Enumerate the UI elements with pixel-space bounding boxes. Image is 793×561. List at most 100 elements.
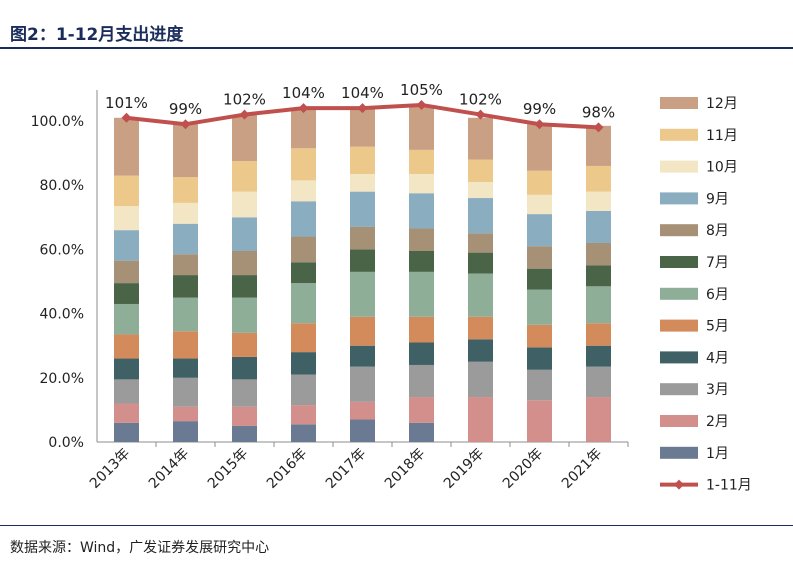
x-tick-label: 2014年 <box>146 446 192 492</box>
bar-segment-6m-4 <box>291 283 316 324</box>
bar-segment-12m-8 <box>527 124 552 171</box>
data-source: 数据来源：Wind，广发证券发展研究中心 <box>10 540 270 556</box>
bar-segment-11m-9 <box>586 165 611 192</box>
legend-line-marker <box>674 479 684 490</box>
line-data-label: 104% <box>282 84 325 102</box>
bar-segment-4m-7 <box>468 339 493 362</box>
bar-segment-2m-1 <box>114 403 139 423</box>
bar-segment-10m-2 <box>173 202 198 224</box>
bar-segment-2m-4 <box>291 405 316 425</box>
bar-segment-11m-5 <box>350 146 375 174</box>
bar-segment-5m-1 <box>114 334 139 359</box>
y-tick-label: 60.0% <box>40 242 84 258</box>
bar-segment-6m-3 <box>232 297 257 333</box>
legend-swatch <box>660 446 698 459</box>
bar-segment-6m-2 <box>173 297 198 332</box>
bar-segment-9m-3 <box>232 217 257 252</box>
bar-segment-9m-6 <box>409 193 434 229</box>
bar-segment-6m-5 <box>350 271 375 317</box>
bar-segment-1m-3 <box>232 425 257 442</box>
bar-segment-2m-3 <box>232 406 257 426</box>
y-tick-label: 100.0% <box>31 114 84 130</box>
bar-segment-4m-5 <box>350 345 375 367</box>
bar-segment-3m-3 <box>232 379 257 407</box>
bar-segment-3m-1 <box>114 379 139 404</box>
bar-segment-3m-7 <box>468 361 493 398</box>
y-tick-label: 40.0% <box>40 307 84 323</box>
bar-segment-8m-3 <box>232 251 257 276</box>
x-tick-label: 2020年 <box>500 446 546 492</box>
legend-label: 7月 <box>706 255 729 271</box>
legend-swatch <box>660 351 698 364</box>
bar-segment-10m-6 <box>409 173 434 194</box>
legend-label: 4月 <box>706 350 729 366</box>
bar-segment-5m-6 <box>409 316 434 343</box>
legend-swatch <box>660 224 698 237</box>
legend-label: 12月 <box>706 96 738 112</box>
line-marker <box>593 122 604 133</box>
line-data-label: 102% <box>459 91 502 109</box>
legend-swatch <box>660 415 698 427</box>
bar-segment-10m-9 <box>586 191 611 211</box>
y-tick-label: 0.0% <box>48 435 84 451</box>
x-tick-label: 2016年 <box>264 446 310 492</box>
line-marker <box>298 103 309 114</box>
x-tick-label: 2018年 <box>382 446 428 492</box>
bar-segment-9m-4 <box>291 201 316 237</box>
bar-segment-11m-2 <box>173 177 198 203</box>
bar-segment-4m-9 <box>586 345 611 367</box>
bar-segment-12m-3 <box>232 114 257 162</box>
bar-segment-7m-3 <box>232 275 257 298</box>
bar-segment-9m-7 <box>468 198 493 234</box>
bar-segment-2m-7 <box>468 397 493 442</box>
chart-title: 图2：1-12月支出进度 <box>10 25 184 45</box>
bar-segment-9m-1 <box>114 230 139 261</box>
bar-segment-3m-8 <box>527 369 552 401</box>
x-tick-label: 2021年 <box>559 446 605 492</box>
x-tick-label: 2015年 <box>205 446 251 492</box>
y-tick-label: 80.0% <box>40 178 84 194</box>
line-marker <box>121 112 132 123</box>
line-data-label: 104% <box>341 84 384 102</box>
bar-segment-7m-5 <box>350 249 375 272</box>
bar-segment-1m-1 <box>114 422 139 442</box>
bar-segment-8m-7 <box>468 233 493 253</box>
bar-segment-2m-6 <box>409 397 434 423</box>
line-data-label: 98% <box>582 103 615 121</box>
bar-segment-3m-6 <box>409 364 434 398</box>
bar-segment-7m-2 <box>173 275 198 298</box>
bar-segment-5m-3 <box>232 332 257 357</box>
bar-segment-5m-8 <box>527 324 552 348</box>
bar-segment-11m-7 <box>468 159 493 182</box>
legend-swatch <box>660 192 698 205</box>
bar-segment-9m-5 <box>350 191 375 227</box>
bar-segment-11m-4 <box>291 148 316 181</box>
bar-segment-9m-8 <box>527 214 552 247</box>
bar-segment-1m-5 <box>350 419 375 442</box>
bar-segment-11m-3 <box>232 161 257 192</box>
footer-divider <box>0 525 793 526</box>
line-data-label: 99% <box>523 100 556 118</box>
bar-segment-12m-5 <box>350 108 375 147</box>
bar-segment-10m-5 <box>350 173 375 192</box>
legend-label: 3月 <box>706 382 729 398</box>
bar-segment-6m-7 <box>468 273 493 317</box>
bar-segment-6m-9 <box>586 286 611 324</box>
bar-segment-3m-4 <box>291 374 316 406</box>
legend-label: 11月 <box>706 128 738 144</box>
legend-label: 2月 <box>706 414 729 430</box>
bar-segment-10m-4 <box>291 180 316 202</box>
bar-segment-5m-7 <box>468 316 493 340</box>
legend-swatch <box>660 383 698 396</box>
line-marker <box>239 109 250 120</box>
bar-segment-12m-7 <box>468 117 493 160</box>
bar-segment-9m-2 <box>173 223 198 255</box>
bar-segment-11m-8 <box>527 170 552 195</box>
y-tick-label: 20.0% <box>40 371 84 387</box>
line-marker <box>416 99 427 110</box>
bar-segment-5m-4 <box>291 323 316 353</box>
bar-segment-11m-6 <box>409 149 434 174</box>
bar-segment-11m-1 <box>114 175 139 207</box>
bar-segment-3m-9 <box>586 366 611 398</box>
bar-segment-8m-1 <box>114 260 139 284</box>
